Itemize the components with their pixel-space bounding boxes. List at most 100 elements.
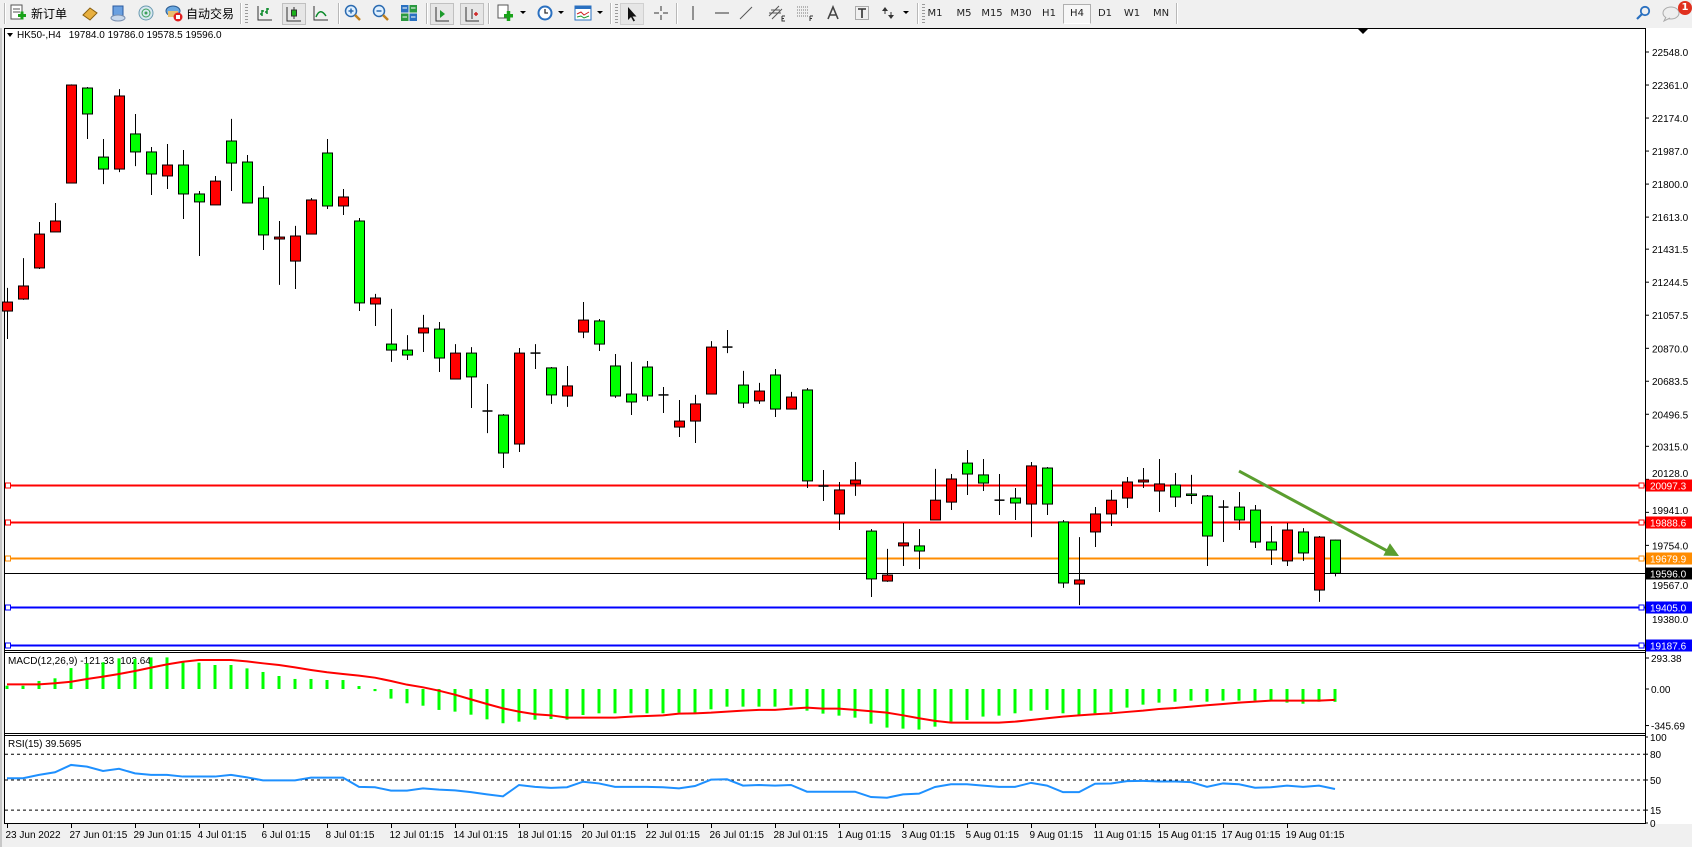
price-label-box <box>1646 479 1692 492</box>
toolbar-grip[interactable] <box>245 4 248 23</box>
search-button[interactable] <box>1634 3 1652 23</box>
level-anchor-handle[interactable] <box>5 604 11 611</box>
toolbar-grip[interactable] <box>615 4 618 23</box>
candle-body <box>898 542 909 547</box>
timeframe-m5-button[interactable]: M5 <box>956 8 972 19</box>
trend-arrow[interactable] <box>1238 469 1399 556</box>
auto-scroll-button[interactable] <box>430 3 454 25</box>
notifications-button[interactable] <box>1660 3 1682 23</box>
price-label-box <box>1646 601 1692 614</box>
trend-arrow-line <box>1238 469 1392 555</box>
templates-dropdown-icon[interactable] <box>597 11 603 14</box>
level-anchor-handle[interactable] <box>5 482 11 489</box>
vertical-line-tool-button[interactable] <box>683 3 703 23</box>
indicators-button[interactable] <box>494 3 516 23</box>
trendline-tool-button[interactable] <box>736 3 756 23</box>
candle-body <box>194 193 205 203</box>
symbol-menu-triangle-icon[interactable] <box>7 33 13 37</box>
candle-body <box>226 140 237 164</box>
candle-body <box>34 233 45 269</box>
level-price-labels: 20097.3 19888.6 19679.9 19405.0 19187.6 19596… <box>1646 479 1692 653</box>
chart-shift-button[interactable] <box>460 3 484 25</box>
timeframe-h1-button[interactable]: H1 <box>1042 8 1056 19</box>
level-anchor-handle[interactable] <box>5 519 11 526</box>
candle <box>514 347 525 452</box>
price-label: 19187.6 <box>1650 642 1687 653</box>
chat-bubble-icon <box>1662 6 1680 22</box>
templates-button[interactable] <box>572 3 594 23</box>
zoom-in-icon <box>344 4 361 21</box>
periods-dropdown-icon[interactable] <box>558 11 564 14</box>
time-axis-label: 28 Jul 01:15 <box>774 830 829 841</box>
time-axis-label: 14 Jul 01:15 <box>454 830 509 841</box>
zoom-out-icon <box>372 4 389 21</box>
candle <box>450 344 461 380</box>
toolbar-grip[interactable] <box>922 4 925 23</box>
candle <box>706 341 717 395</box>
candle <box>242 154 253 204</box>
candle <box>18 258 29 300</box>
timeframe-m30-button[interactable]: M30 <box>1010 8 1032 19</box>
timeframe-d1-button[interactable]: D1 <box>1097 8 1113 19</box>
level-anchor-handle[interactable] <box>1638 555 1645 562</box>
timeframe-h4-button[interactable]: H4 <box>1063 4 1091 24</box>
candlestick-chart-button[interactable] <box>282 3 306 25</box>
macd-histogram-bar <box>21 685 25 689</box>
fibonacci-icon <box>797 6 813 21</box>
chart-shift-marker-icon[interactable] <box>1358 29 1368 34</box>
macd-axis-label: 0.00 <box>1651 685 1671 696</box>
level-anchor-handle[interactable] <box>1638 604 1645 611</box>
market-watch-button[interactable] <box>80 3 100 23</box>
candle <box>1026 462 1037 538</box>
candle <box>130 113 141 167</box>
candle <box>274 220 285 285</box>
text-tool-button[interactable] <box>823 3 843 23</box>
auto-trading-button[interactable]: 自动交易 <box>164 3 234 23</box>
new-order-button[interactable]: 新订单 <box>8 3 67 23</box>
tile-windows-button[interactable] <box>398 3 420 23</box>
navigator-button[interactable] <box>108 3 128 23</box>
macd-histogram-bar <box>661 689 665 714</box>
line-chart-icon <box>313 6 328 21</box>
candle <box>178 150 189 220</box>
chart-window[interactable]: HK50-,H4 19784.0 19786.0 19578.5 19596.0… <box>0 27 1692 847</box>
level-anchor-handle[interactable] <box>5 642 11 649</box>
candle <box>114 89 125 173</box>
periods-button[interactable] <box>534 3 556 23</box>
zoom-out-button[interactable] <box>370 3 392 23</box>
candle <box>1106 489 1117 526</box>
macd-histogram-bar <box>437 689 441 710</box>
text-label-tool-button[interactable] <box>852 3 872 23</box>
timeframe-m15-button[interactable]: M15 <box>981 8 1003 19</box>
indicators-dropdown-icon[interactable] <box>520 11 526 14</box>
timeframe-mn-button[interactable]: MN <box>1152 8 1170 19</box>
arrows-dropdown-icon[interactable] <box>903 11 909 14</box>
time-axis-label: 20 Jul 01:15 <box>582 830 637 841</box>
line-chart-button[interactable] <box>310 3 332 23</box>
macd-histogram-bar <box>405 689 409 704</box>
price-label: 19679.9 <box>1650 555 1687 566</box>
candle <box>642 361 653 401</box>
bar-chart-button[interactable] <box>254 3 276 23</box>
equidistant-channel-tool-button[interactable] <box>766 3 788 23</box>
macd-histogram-bar <box>165 657 169 689</box>
folder-icon <box>82 7 98 21</box>
timeframe-w1-button[interactable]: W1 <box>1123 8 1141 19</box>
signals-button[interactable] <box>136 3 156 23</box>
level-anchor-handle[interactable] <box>1638 519 1645 526</box>
timeframe-m1-button[interactable]: M1 <box>927 8 943 19</box>
candle-body <box>1058 521 1069 584</box>
fibonacci-tool-button[interactable] <box>794 3 816 23</box>
zoom-in-button[interactable] <box>342 3 364 23</box>
level-anchor-handle[interactable] <box>1638 482 1645 489</box>
toolbar-separator <box>917 3 919 24</box>
candle <box>1122 477 1133 508</box>
crosshair-tool-button[interactable] <box>650 3 672 23</box>
horizontal-line-tool-button[interactable] <box>712 3 732 23</box>
level-anchor-handle[interactable] <box>1638 642 1645 649</box>
cursor-tool-button[interactable] <box>620 3 644 25</box>
arrows-tool-button[interactable] <box>878 3 898 23</box>
time-axis-label: 3 Aug 01:15 <box>902 830 956 841</box>
price-axis-label: 21057.5 <box>1652 311 1689 322</box>
level-anchor-handle[interactable] <box>5 555 11 562</box>
